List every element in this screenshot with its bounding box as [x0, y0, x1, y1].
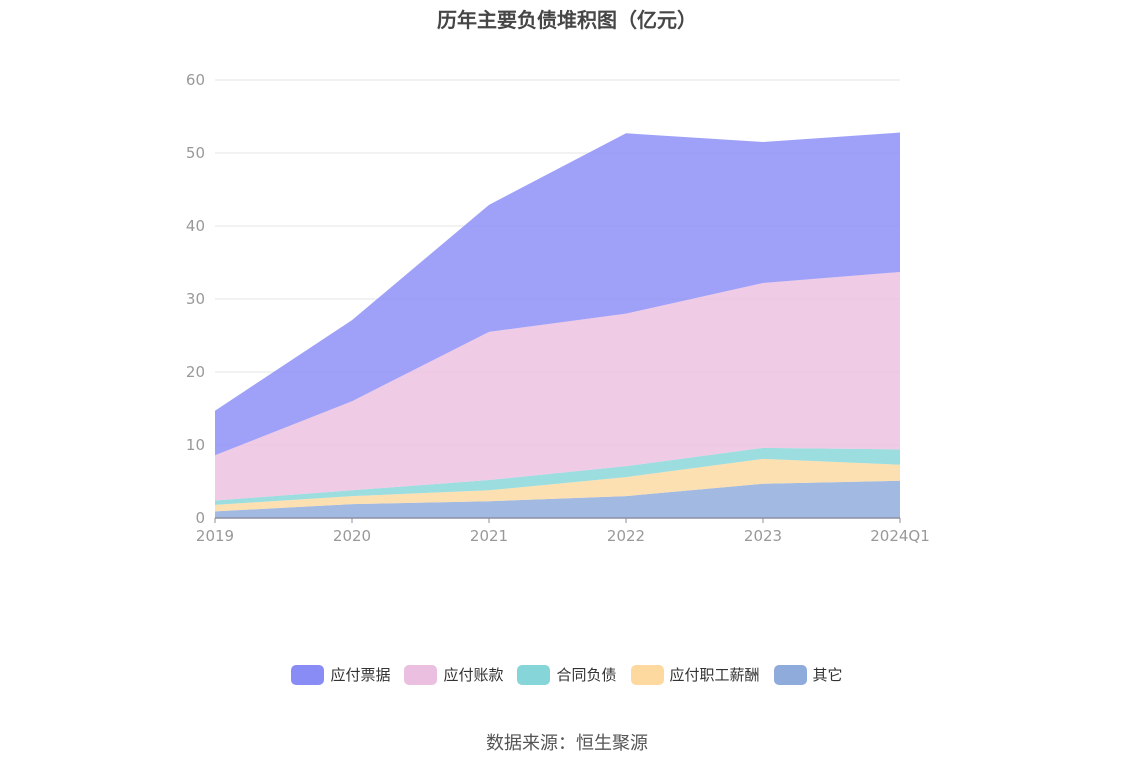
- legend-item[interactable]: 合同负债: [517, 664, 617, 685]
- area-layer: [215, 132, 900, 518]
- legend-swatch: [630, 664, 664, 685]
- legend-label: 应付票据: [330, 666, 391, 684]
- legend-swatch: [291, 664, 325, 685]
- legend-item[interactable]: 其它: [773, 664, 843, 685]
- legend-swatch: [404, 664, 438, 685]
- series-area: [215, 480, 900, 518]
- x-tick-label: 2019: [196, 527, 234, 545]
- legend: 应付票据 应付账款 合同负债 应付职工薪酬 其它: [0, 664, 1134, 685]
- chart-title: 历年主要负债堆积图（亿元）: [437, 8, 697, 32]
- y-tick-label: 0: [195, 509, 205, 527]
- legend-swatch: [773, 664, 807, 685]
- x-tick-label: 2022: [607, 527, 645, 545]
- y-tick-label: 50: [186, 144, 205, 162]
- y-tick-label: 30: [186, 290, 205, 308]
- legend-item[interactable]: 应付票据: [291, 664, 390, 685]
- legend-label: 其它: [812, 666, 843, 684]
- series-area: [215, 271, 900, 501]
- series-area: [215, 447, 900, 505]
- x-tick-label: 2020: [333, 527, 371, 545]
- legend-swatch: [517, 664, 551, 685]
- series-area: [215, 132, 900, 456]
- legend-item[interactable]: 应付职工薪酬: [630, 664, 760, 685]
- source-note: 数据来源：恒生聚源: [486, 733, 648, 754]
- y-tick-label: 10: [186, 436, 205, 454]
- x-tick-label: 2021: [470, 527, 508, 545]
- legend-label: 合同负债: [556, 666, 617, 684]
- x-tick-label: 2024Q1: [870, 527, 930, 545]
- x-tick-label: 2023: [744, 527, 782, 545]
- legend-label: 应付账款: [443, 666, 504, 684]
- legend-label: 应付职工薪酬: [669, 666, 760, 684]
- legend-item[interactable]: 应付账款: [404, 664, 503, 685]
- series-area: [215, 458, 900, 512]
- axis-layer: 2019 2020 2021 2022 2023 2024Q1: [196, 517, 930, 545]
- y-tick-label: 40: [186, 217, 205, 235]
- y-tick-label: 60: [186, 71, 205, 89]
- y-tick-label: 20: [186, 363, 205, 381]
